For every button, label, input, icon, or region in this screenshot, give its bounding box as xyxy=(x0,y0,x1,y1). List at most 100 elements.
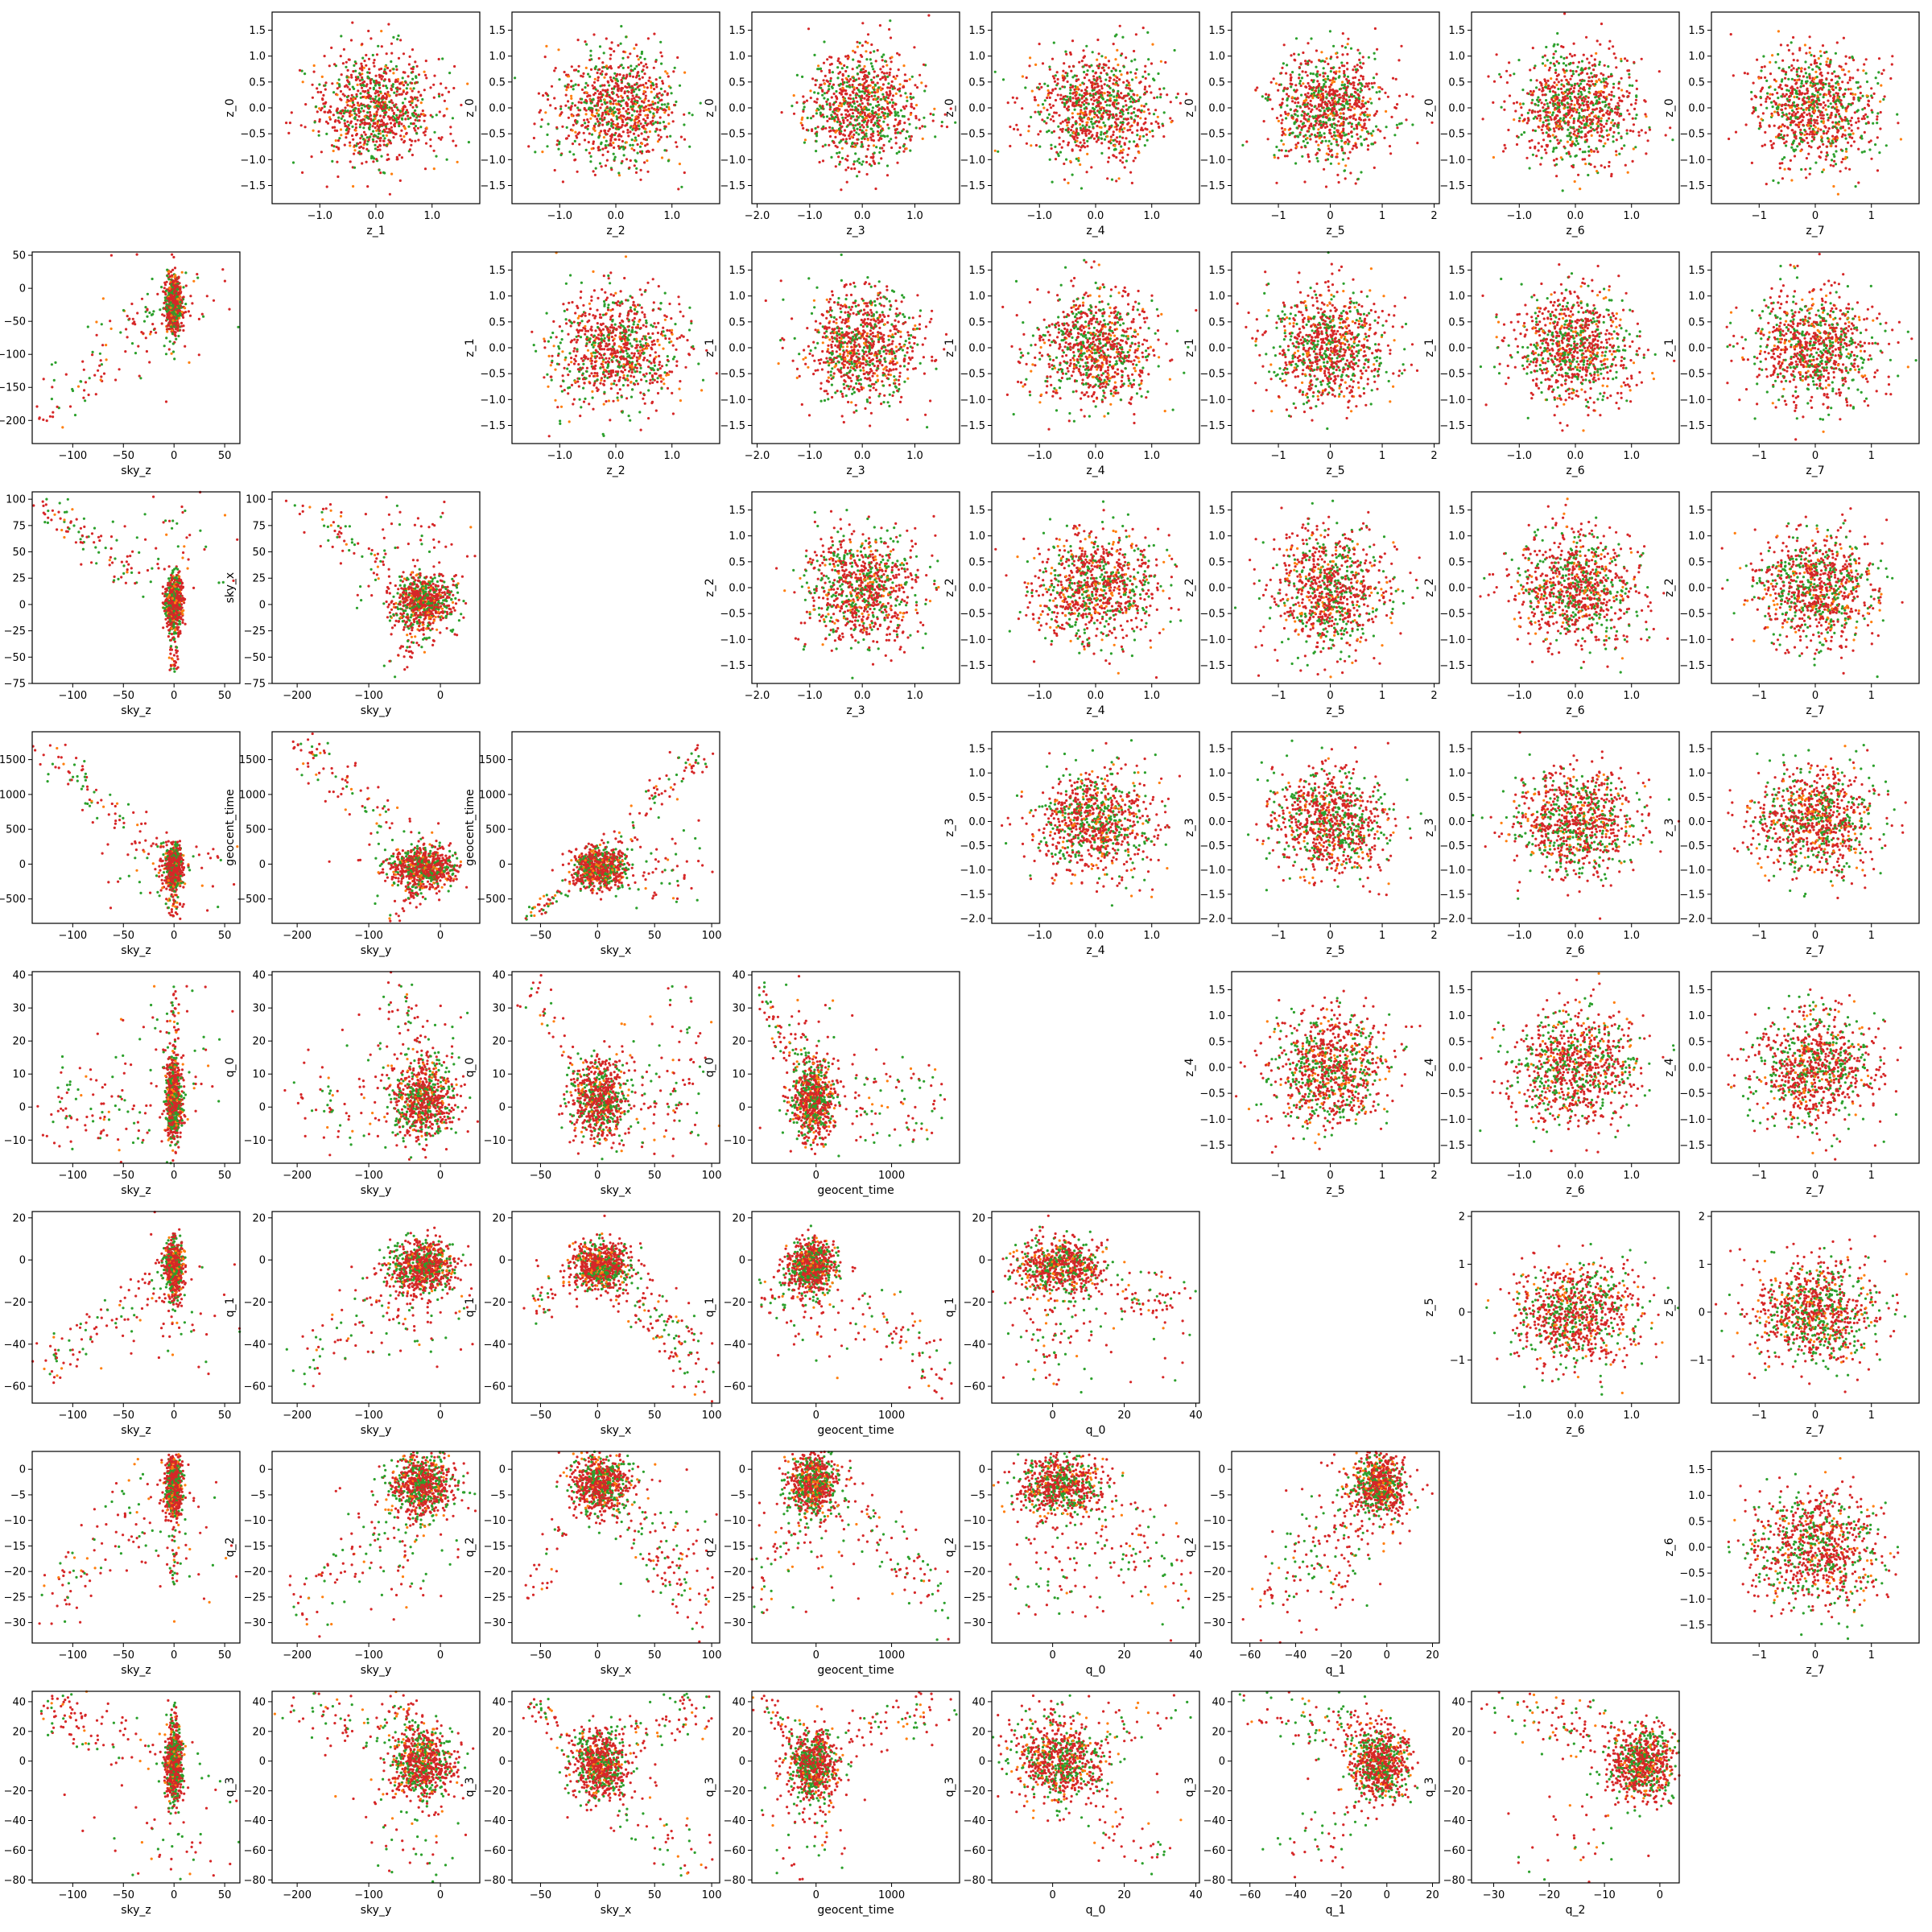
point xyxy=(352,138,354,141)
point xyxy=(359,93,361,95)
point xyxy=(344,106,346,109)
point xyxy=(391,109,394,112)
point xyxy=(407,84,409,86)
point xyxy=(349,160,352,163)
point xyxy=(350,97,353,100)
point xyxy=(432,84,435,86)
point xyxy=(336,161,338,163)
point xyxy=(392,72,394,74)
point xyxy=(365,134,367,136)
point xyxy=(329,111,332,114)
point xyxy=(468,141,470,143)
point xyxy=(411,154,414,156)
point xyxy=(368,138,370,141)
point xyxy=(402,108,404,110)
point xyxy=(411,68,413,70)
point xyxy=(395,65,398,68)
point xyxy=(317,130,320,133)
point xyxy=(393,92,395,94)
point xyxy=(357,151,360,154)
point xyxy=(410,96,412,98)
point xyxy=(318,134,320,137)
point xyxy=(412,122,415,125)
point xyxy=(342,93,345,95)
point xyxy=(374,96,377,98)
point xyxy=(354,129,357,131)
scatter-panel-z_0-vs-z_1: −1.0 0.0 1.0−1.5−1.0−0.50.00.51.01.5z_1z_0 xyxy=(224,12,480,237)
point xyxy=(382,171,385,174)
point xyxy=(377,45,379,47)
point xyxy=(382,134,385,137)
point xyxy=(404,118,407,120)
point xyxy=(384,130,386,133)
point xyxy=(449,126,452,128)
point xyxy=(358,115,361,118)
point xyxy=(374,105,376,108)
point xyxy=(351,134,353,137)
point xyxy=(429,145,431,147)
point xyxy=(365,64,367,67)
point xyxy=(374,59,376,61)
point xyxy=(436,114,438,116)
point xyxy=(423,131,425,134)
point xyxy=(350,39,353,41)
point xyxy=(438,137,440,139)
point xyxy=(365,161,368,163)
point xyxy=(440,82,442,85)
point xyxy=(316,110,319,113)
point xyxy=(423,71,426,73)
point xyxy=(287,132,290,134)
point xyxy=(411,48,414,51)
point xyxy=(366,143,369,146)
point xyxy=(361,43,363,45)
point xyxy=(411,78,414,80)
point xyxy=(321,107,324,109)
point xyxy=(389,69,391,72)
point xyxy=(441,93,444,96)
point xyxy=(330,47,332,49)
point xyxy=(365,83,368,85)
point xyxy=(377,149,379,151)
point xyxy=(341,73,343,76)
point xyxy=(317,91,320,93)
point xyxy=(424,134,427,136)
point xyxy=(346,104,349,106)
point xyxy=(392,83,394,85)
point xyxy=(375,130,378,132)
point xyxy=(347,109,349,112)
point xyxy=(383,137,386,139)
point xyxy=(400,130,402,132)
point xyxy=(390,173,393,175)
point xyxy=(299,69,301,72)
point xyxy=(392,36,394,39)
point xyxy=(322,102,324,105)
point xyxy=(325,133,328,135)
point xyxy=(372,54,374,56)
point xyxy=(360,146,362,148)
point xyxy=(376,122,378,125)
point xyxy=(375,140,378,142)
point xyxy=(332,150,335,152)
point xyxy=(303,72,306,75)
point xyxy=(381,45,383,47)
point xyxy=(425,60,427,62)
point xyxy=(378,133,380,135)
point xyxy=(322,94,324,97)
point xyxy=(357,104,359,106)
point xyxy=(344,122,346,125)
point xyxy=(324,81,327,84)
point xyxy=(385,85,387,87)
point xyxy=(438,95,440,97)
point xyxy=(455,144,457,147)
point xyxy=(446,159,448,161)
point xyxy=(374,126,377,129)
point xyxy=(380,120,382,122)
point xyxy=(417,138,419,141)
point xyxy=(316,87,318,89)
point xyxy=(406,87,408,89)
point xyxy=(368,68,370,70)
point xyxy=(372,125,374,127)
point xyxy=(313,64,316,67)
point xyxy=(291,111,293,114)
